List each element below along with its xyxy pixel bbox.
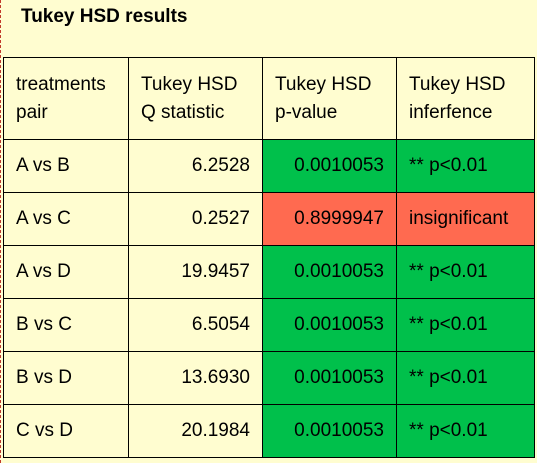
p-value-cell: 0.0010053 — [262, 298, 397, 352]
header-treatments-pair: treatments pair — [3, 57, 129, 140]
p-value-cell: 0.0010053 — [262, 351, 397, 405]
header-line: Tukey HSD — [275, 73, 372, 95]
inference-cell: ** p<0.01 — [396, 245, 535, 299]
table-row: B vs C 6.5054 0.0010053 ** p<0.01 — [3, 298, 535, 352]
q-statistic-cell: 0.2527 — [128, 192, 263, 246]
inference-cell: ** p<0.01 — [396, 139, 535, 193]
table-row: A vs C 0.2527 0.8999947 insignificant — [3, 192, 535, 246]
table-row: A vs B 6.2528 0.0010053 ** p<0.01 — [3, 139, 535, 193]
p-value-cell: 0.0010053 — [262, 245, 397, 299]
p-value-cell: 0.8999947 — [262, 192, 397, 246]
pair-cell: C vs D — [3, 404, 129, 458]
header-line: Tukey HSD — [409, 73, 506, 95]
pair-cell: B vs D — [3, 351, 129, 405]
inference-cell: insignificant — [396, 192, 535, 246]
header-line: Q statistic — [141, 101, 225, 123]
results-table: treatments pair Tukey HSD Q statistic Tu… — [3, 57, 535, 458]
header-p-value: Tukey HSD p-value — [262, 57, 397, 140]
q-statistic-cell: 19.9457 — [128, 245, 263, 299]
header-q-statistic: Tukey HSD Q statistic — [128, 57, 263, 140]
p-value-cell: 0.0010053 — [262, 139, 397, 193]
p-value-cell: 0.0010053 — [262, 404, 397, 458]
header-line: p-value — [275, 101, 338, 123]
table-header-row: treatments pair Tukey HSD Q statistic Tu… — [3, 57, 535, 140]
table-row: B vs D 13.6930 0.0010053 ** p<0.01 — [3, 351, 535, 405]
table-row: C vs D 20.1984 0.0010053 ** p<0.01 — [3, 404, 535, 458]
header-inference: Tukey HSD inferfence — [396, 57, 535, 140]
header-line: Tukey HSD — [141, 73, 238, 95]
header-line: inferfence — [409, 101, 493, 123]
inference-cell: ** p<0.01 — [396, 404, 535, 458]
q-statistic-cell: 13.6930 — [128, 351, 263, 405]
pair-cell: A vs D — [3, 245, 129, 299]
q-statistic-cell: 20.1984 — [128, 404, 263, 458]
header-line: pair — [16, 101, 48, 123]
q-statistic-cell: 6.5054 — [128, 298, 263, 352]
table-row: A vs D 19.9457 0.0010053 ** p<0.01 — [3, 245, 535, 299]
inference-cell: ** p<0.01 — [396, 351, 535, 405]
inference-cell: ** p<0.01 — [396, 298, 535, 352]
q-statistic-cell: 6.2528 — [128, 139, 263, 193]
pair-cell: A vs B — [3, 139, 129, 193]
pair-cell: B vs C — [3, 298, 129, 352]
header-line: treatments — [16, 73, 106, 95]
pair-cell: A vs C — [3, 192, 129, 246]
page-title: Tukey HSD results — [21, 6, 188, 27]
